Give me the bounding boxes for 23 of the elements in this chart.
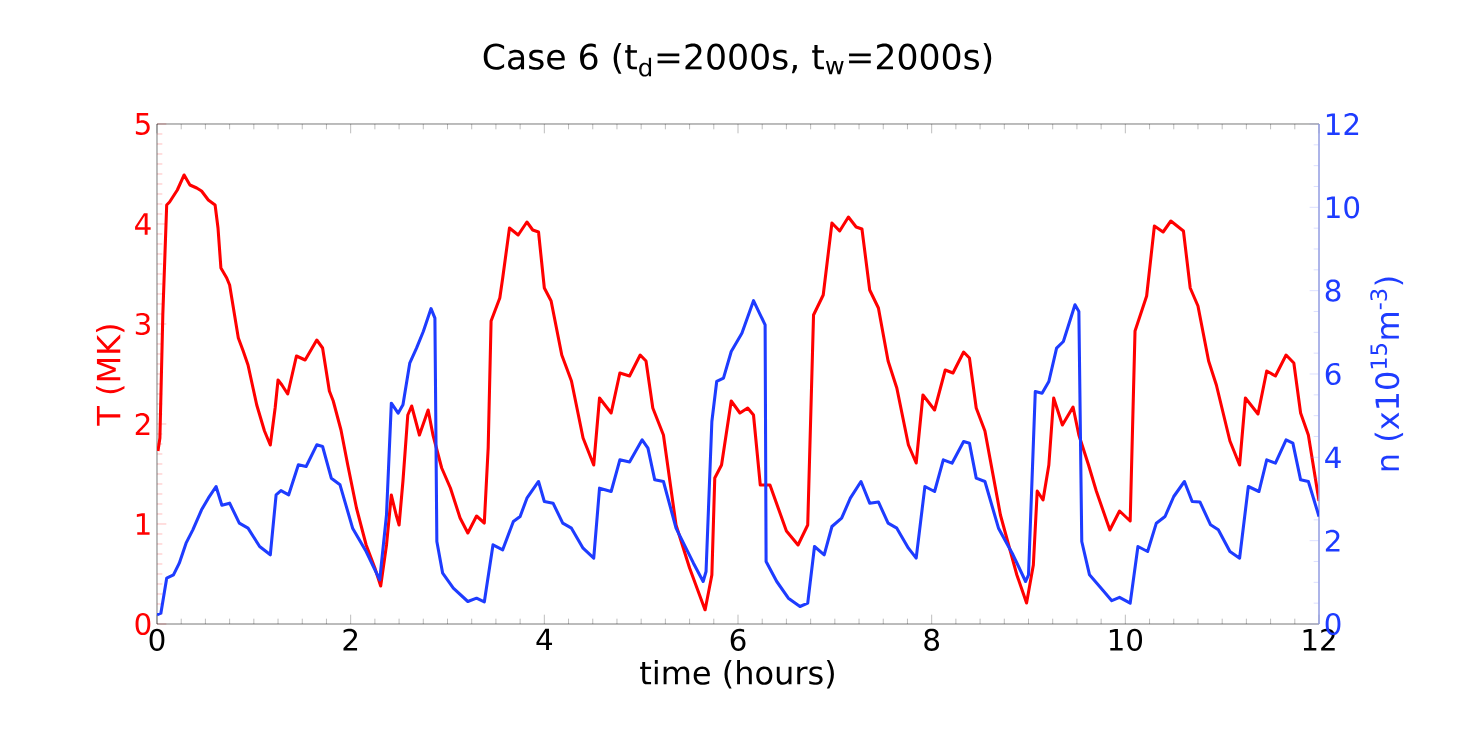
y-tick-label: 1 xyxy=(136,513,150,535)
y2-tick-label: 8 xyxy=(1325,279,1341,302)
y2-tick-label: 6 xyxy=(1325,362,1341,386)
y2-tick-label: 12 xyxy=(1326,113,1359,135)
y-axis-title: T (MK) xyxy=(95,325,125,426)
y-tick-label: 4 xyxy=(135,213,151,235)
y2-tick-label: 4 xyxy=(1325,446,1341,469)
x-tick-label: 8 xyxy=(924,628,940,651)
line-series xyxy=(157,299,1320,617)
y2-tick-label: 2 xyxy=(1325,529,1340,552)
x-tick-label: 4 xyxy=(536,628,553,651)
y-tick-label: 2 xyxy=(135,413,150,435)
x-tick-label: 0 xyxy=(149,628,165,651)
y-tick-label: 3 xyxy=(135,312,150,336)
x-tick-label: 2 xyxy=(343,628,358,651)
y-tick-label: 0 xyxy=(135,612,151,636)
x-tick-label: 10 xyxy=(1109,628,1143,651)
x-tick-label: 6 xyxy=(730,628,746,651)
chart-title: Case 6 (t$_{d}$=2000s, t$_{w}$=2000s) xyxy=(483,42,992,77)
x-axis-title: time (hours) xyxy=(640,660,834,689)
y-tick-label: 5 xyxy=(135,113,150,135)
y2-axis-title: n (x10$^{15}$m$^{-3}$) xyxy=(1370,277,1404,471)
y2-tick-label: 10 xyxy=(1326,196,1360,219)
